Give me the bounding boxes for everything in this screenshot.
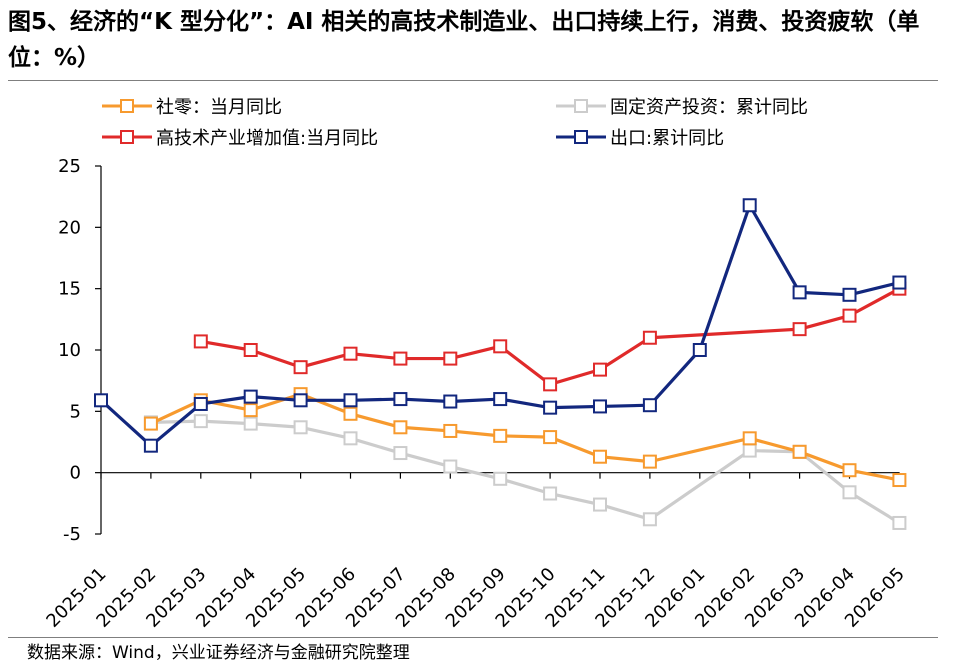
data-point bbox=[293, 393, 308, 408]
data-point bbox=[892, 275, 907, 290]
data-point bbox=[543, 400, 558, 415]
bottom-divider bbox=[8, 637, 938, 638]
data-point bbox=[443, 459, 458, 474]
series-line bbox=[150, 392, 900, 482]
data-point bbox=[393, 351, 408, 366]
data-point bbox=[842, 463, 857, 478]
legend-swatch-marker bbox=[120, 130, 134, 144]
data-point bbox=[393, 446, 408, 461]
legend-swatch-marker bbox=[120, 99, 134, 113]
data-point bbox=[593, 497, 607, 512]
data-point bbox=[642, 398, 657, 413]
legend-item-0: 社零：当月同比 bbox=[102, 97, 282, 118]
data-point bbox=[493, 428, 508, 443]
data-point bbox=[443, 394, 458, 409]
y-tick-label: -5 bbox=[63, 524, 81, 545]
legend-label: 社零：当月同比 bbox=[156, 97, 282, 118]
data-point bbox=[243, 416, 258, 431]
data-point bbox=[143, 416, 158, 431]
data-point bbox=[842, 308, 857, 323]
data-point bbox=[94, 393, 108, 408]
data-point bbox=[792, 322, 807, 337]
y-tick-label: 5 bbox=[70, 401, 81, 422]
series-group bbox=[94, 198, 907, 530]
data-point bbox=[343, 431, 358, 446]
legend-swatch-marker bbox=[574, 130, 588, 144]
chart-title: 图5、经济的“K 型分化”：AI 相关的高技术制造业、出口持续上行，消费、投资疲… bbox=[8, 9, 920, 71]
data-point bbox=[293, 360, 308, 375]
data-point bbox=[343, 406, 358, 421]
data-point bbox=[443, 351, 458, 366]
y-tick-label: 20 bbox=[58, 217, 81, 238]
data-point bbox=[543, 430, 558, 445]
data-point bbox=[642, 512, 657, 527]
y-tick-label: 15 bbox=[58, 279, 81, 300]
data-point bbox=[143, 438, 158, 453]
data-point bbox=[243, 343, 258, 357]
data-point bbox=[193, 334, 208, 349]
data-point bbox=[593, 362, 607, 377]
legend-item-3: 出口:累计同比 bbox=[556, 128, 724, 149]
data-point bbox=[493, 339, 508, 354]
data-point bbox=[792, 444, 807, 459]
data-point bbox=[842, 287, 857, 302]
y-tick-label: 10 bbox=[58, 340, 81, 361]
axes: -505101520252025-012025-022025-032025-04… bbox=[42, 156, 908, 632]
data-point bbox=[493, 471, 508, 486]
data-point bbox=[243, 403, 258, 418]
data-point bbox=[792, 285, 807, 300]
data-point bbox=[892, 515, 907, 530]
data-point bbox=[642, 454, 657, 469]
y-tick-label: 0 bbox=[70, 463, 81, 484]
legend-label: 固定资产投资：累计同比 bbox=[610, 97, 808, 118]
y-tick-label: 25 bbox=[58, 156, 81, 177]
legend-label: 高技术产业增加值:当月同比 bbox=[156, 128, 378, 149]
data-point bbox=[243, 389, 258, 404]
data-point bbox=[193, 396, 208, 411]
data-point bbox=[293, 420, 308, 435]
legend-swatch-marker bbox=[574, 99, 588, 113]
data-point bbox=[593, 399, 607, 414]
data-point bbox=[742, 443, 757, 458]
data-point bbox=[393, 392, 408, 407]
data-point bbox=[343, 346, 358, 361]
data-point bbox=[393, 420, 408, 435]
series-line bbox=[99, 203, 900, 448]
data-point bbox=[193, 414, 208, 429]
legend-label: 出口:累计同比 bbox=[610, 128, 724, 149]
legend-item-2: 高技术产业增加值:当月同比 bbox=[102, 128, 378, 149]
data-point bbox=[343, 393, 358, 408]
legend-item-1: 固定资产投资：累计同比 bbox=[556, 97, 808, 118]
data-point bbox=[593, 449, 607, 464]
data-point bbox=[692, 343, 707, 357]
data-point bbox=[493, 392, 508, 407]
data-point bbox=[842, 485, 857, 500]
data-point bbox=[892, 473, 907, 488]
top-divider bbox=[8, 80, 938, 81]
data-point bbox=[543, 377, 558, 392]
data-point bbox=[543, 486, 558, 501]
data-point bbox=[642, 330, 657, 345]
series-0 bbox=[143, 387, 907, 488]
source-note: 数据来源：Wind，兴业证券经济与金融研究院整理 bbox=[27, 643, 410, 663]
data-point bbox=[742, 198, 757, 213]
series-1 bbox=[143, 414, 907, 530]
data-point bbox=[742, 431, 757, 446]
series-3 bbox=[94, 198, 907, 453]
data-point bbox=[443, 423, 458, 438]
